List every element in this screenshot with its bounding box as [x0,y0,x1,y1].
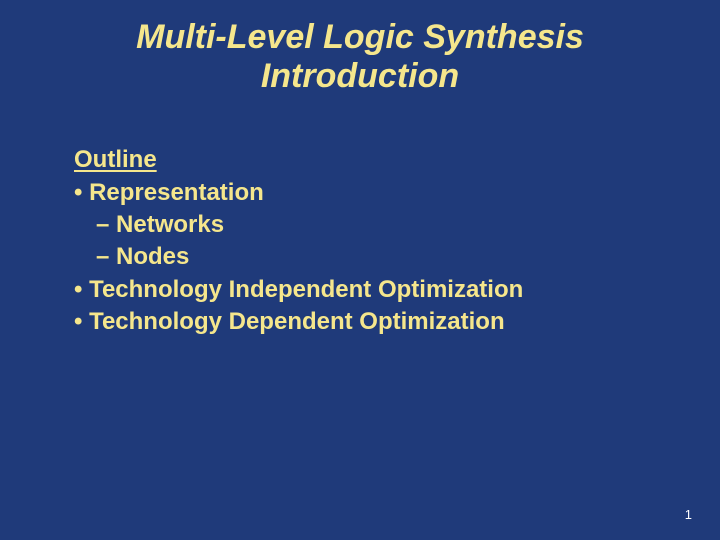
slide-content: Outline • Representation – Networks – No… [0,144,720,338]
list-item: • Representation [74,177,720,209]
title-line-2: Introduction [0,57,720,96]
title-line-1: Multi-Level Logic Synthesis [0,18,720,57]
list-item: • Technology Independent Optimization [74,274,720,306]
list-subitem: – Networks [74,209,720,241]
outline-heading: Outline [74,146,157,173]
page-number: 1 [685,507,692,522]
slide-title: Multi-Level Logic Synthesis Introduction [0,0,720,96]
list-item: • Technology Dependent Optimization [74,306,720,338]
list-subitem: – Nodes [74,241,720,273]
